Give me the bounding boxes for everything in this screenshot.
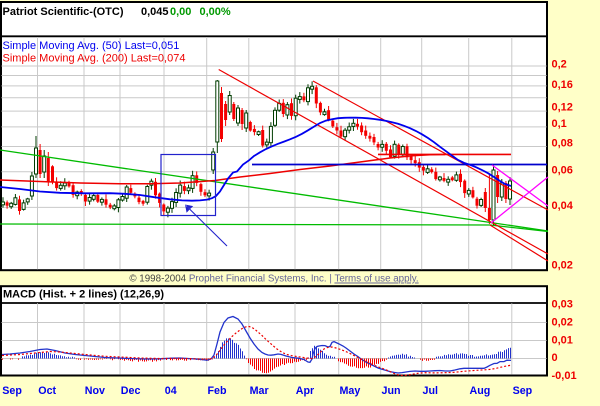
svg-text:Jun: Jun (382, 385, 401, 397)
svg-text:0,01: 0,01 (552, 335, 573, 347)
svg-text:-0,01: -0,01 (552, 370, 577, 382)
svg-text:0: 0 (552, 352, 558, 364)
svg-text:0,00: 0,00 (170, 6, 191, 18)
svg-text:May: May (340, 385, 361, 397)
svg-text:Dec: Dec (121, 385, 141, 397)
svg-text:04: 04 (165, 385, 177, 397)
svg-text:0,00%: 0,00% (200, 6, 231, 18)
svg-text:Nov: Nov (85, 385, 105, 397)
svg-text:0,04: 0,04 (552, 200, 574, 212)
svg-text:Mar: Mar (250, 385, 269, 397)
svg-text:Jul: Jul (423, 385, 438, 397)
svg-text:0,1: 0,1 (552, 118, 567, 130)
svg-text:© 1998-2004 Prophet Financial: © 1998-2004 Prophet Financial Systems, I… (129, 274, 418, 285)
svg-text:Simple Moving Avg. (50) Last=0: Simple Moving Avg. (50) Last=0,051 (3, 40, 180, 52)
svg-text:Feb: Feb (208, 385, 227, 397)
svg-text:0,03: 0,03 (552, 299, 573, 311)
svg-text:Sep: Sep (513, 385, 533, 397)
svg-text:Oct: Oct (38, 385, 56, 397)
svg-text:0,045: 0,045 (141, 6, 169, 18)
svg-text:0,08: 0,08 (552, 138, 573, 150)
svg-text:0,2: 0,2 (552, 59, 567, 71)
svg-text:0,12: 0,12 (552, 102, 573, 114)
svg-text:0,16: 0,16 (552, 79, 573, 91)
svg-text:MACD (Hist. + 2 lines) (12,26,: MACD (Hist. + 2 lines) (12,26,9) (3, 289, 164, 301)
svg-text:Patriot Scientific-(OTC): Patriot Scientific-(OTC) (3, 6, 124, 18)
svg-text:Apr: Apr (296, 385, 314, 397)
svg-text:0,02: 0,02 (552, 317, 573, 329)
svg-text:0,02: 0,02 (552, 260, 573, 272)
svg-text:Simple Moving Avg. (200) Last=: Simple Moving Avg. (200) Last=0,074 (3, 53, 186, 65)
svg-text:Aug: Aug (470, 385, 491, 397)
svg-text:0,06: 0,06 (552, 165, 573, 177)
svg-text:Sep: Sep (2, 385, 22, 397)
